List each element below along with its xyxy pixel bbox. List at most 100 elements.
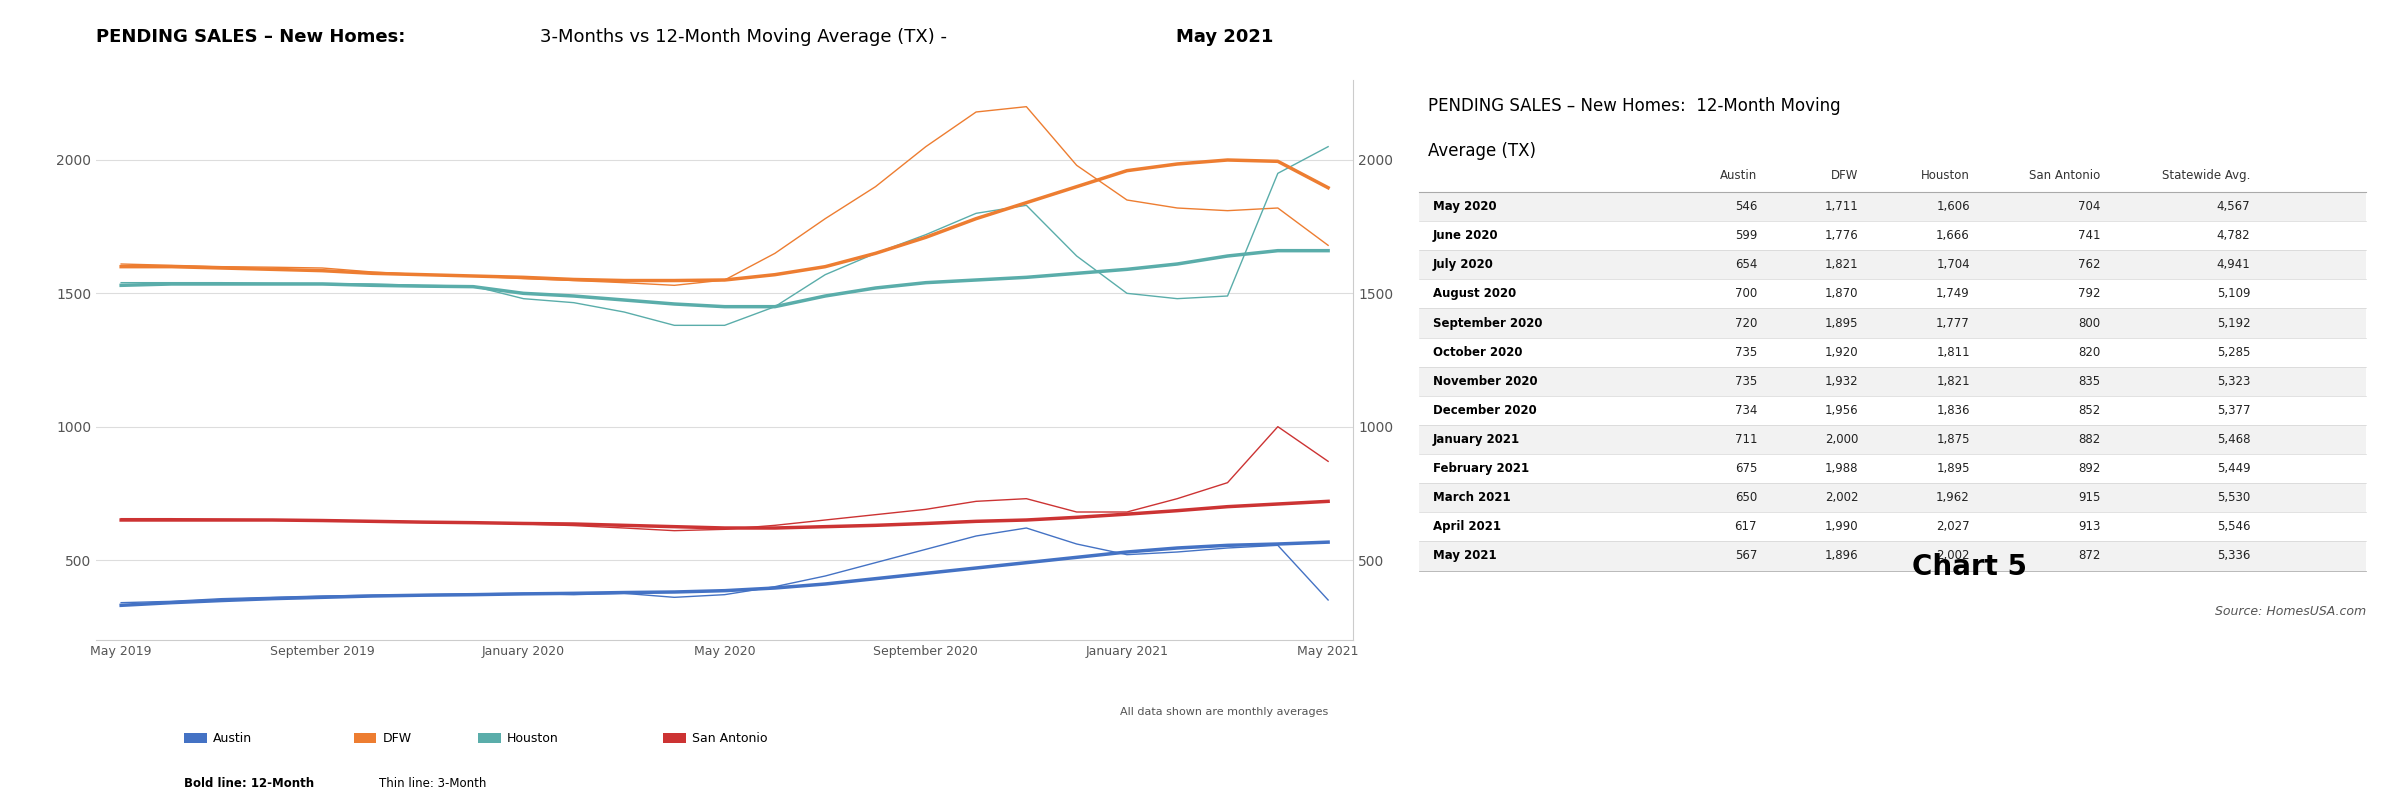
Text: 5,192: 5,192 (2218, 317, 2251, 330)
Text: 1,990: 1,990 (1824, 520, 1858, 534)
Text: 1,606: 1,606 (1937, 200, 1970, 213)
Text: 741: 741 (2078, 229, 2100, 242)
Text: 2,002: 2,002 (1937, 550, 1970, 562)
Bar (1418, 512, 2366, 542)
Text: 1,821: 1,821 (1824, 258, 1858, 271)
Text: 3-Months vs 12-Month Moving Average (TX) -: 3-Months vs 12-Month Moving Average (TX)… (540, 28, 953, 46)
Text: 762: 762 (2078, 258, 2100, 271)
Text: 1,895: 1,895 (1824, 317, 1858, 330)
Text: May 2020: May 2020 (1433, 200, 1498, 213)
Text: 5,336: 5,336 (2218, 550, 2251, 562)
Text: 546: 546 (1735, 200, 1757, 213)
Bar (1418, 483, 2366, 512)
Text: October 2020: October 2020 (1433, 346, 1522, 358)
Bar (1418, 250, 2366, 279)
Text: 650: 650 (1735, 491, 1757, 504)
Text: 1,956: 1,956 (1824, 404, 1858, 417)
Text: Houston: Houston (1920, 170, 1970, 182)
Text: 5,530: 5,530 (2218, 491, 2251, 504)
Text: Chart 5: Chart 5 (1913, 553, 2028, 581)
Text: Bold line: 12-Month: Bold line: 12-Month (185, 777, 314, 790)
Text: 2,002: 2,002 (1824, 491, 1858, 504)
Text: 4,941: 4,941 (2218, 258, 2251, 271)
Text: Source: HomesUSA.com: Source: HomesUSA.com (2215, 605, 2366, 618)
Text: 2,027: 2,027 (1937, 520, 1970, 534)
Text: 1,704: 1,704 (1937, 258, 1970, 271)
Text: 711: 711 (1735, 433, 1757, 446)
Text: PENDING SALES – New Homes:: PENDING SALES – New Homes: (96, 28, 413, 46)
Text: 1,821: 1,821 (1937, 374, 1970, 388)
Text: 1,836: 1,836 (1937, 404, 1970, 417)
Text: 599: 599 (1735, 229, 1757, 242)
Text: December 2020: December 2020 (1433, 404, 1536, 417)
Text: 617: 617 (1735, 520, 1757, 534)
Text: 720: 720 (1735, 317, 1757, 330)
Text: July 2020: July 2020 (1433, 258, 1493, 271)
Text: 5,285: 5,285 (2218, 346, 2251, 358)
Text: 852: 852 (2078, 404, 2100, 417)
Text: Austin: Austin (214, 731, 252, 745)
Bar (478, 733, 502, 743)
Text: 915: 915 (2078, 491, 2100, 504)
Text: 800: 800 (2078, 317, 2100, 330)
Text: September 2020: September 2020 (1433, 317, 1543, 330)
Text: 1,920: 1,920 (1824, 346, 1858, 358)
Bar (1418, 338, 2366, 366)
Text: 735: 735 (1735, 346, 1757, 358)
Text: March 2021: March 2021 (1433, 491, 1510, 504)
Text: Average (TX): Average (TX) (1428, 142, 1536, 159)
Text: November 2020: November 2020 (1433, 374, 1538, 388)
Text: Statewide Avg.: Statewide Avg. (2162, 170, 2251, 182)
Bar (662, 733, 686, 743)
Text: 882: 882 (2078, 433, 2100, 446)
Text: May 2021: May 2021 (1433, 550, 1498, 562)
Text: 654: 654 (1735, 258, 1757, 271)
Text: 1,777: 1,777 (1937, 317, 1970, 330)
Text: 5,546: 5,546 (2218, 520, 2251, 534)
Text: 1,666: 1,666 (1937, 229, 1970, 242)
Bar (1418, 279, 2366, 309)
Text: 1,962: 1,962 (1937, 491, 1970, 504)
Text: 1,811: 1,811 (1937, 346, 1970, 358)
Bar (1418, 366, 2366, 396)
Text: 4,782: 4,782 (2218, 229, 2251, 242)
Text: DFW: DFW (382, 731, 413, 745)
Text: June 2020: June 2020 (1433, 229, 1498, 242)
Text: April 2021: April 2021 (1433, 520, 1500, 534)
Text: 5,377: 5,377 (2218, 404, 2251, 417)
Text: 835: 835 (2078, 374, 2100, 388)
Text: All data shown are monthly averages: All data shown are monthly averages (1121, 707, 1327, 717)
Text: 1,870: 1,870 (1824, 287, 1858, 301)
Bar (1418, 425, 2366, 454)
Text: 1,776: 1,776 (1824, 229, 1858, 242)
Text: 5,109: 5,109 (2218, 287, 2251, 301)
Text: San Antonio: San Antonio (691, 731, 768, 745)
Text: 567: 567 (1735, 550, 1757, 562)
Text: Thin line: 3-Month: Thin line: 3-Month (379, 777, 487, 790)
Text: May 2021: May 2021 (1176, 28, 1274, 46)
Text: 5,468: 5,468 (2218, 433, 2251, 446)
Text: 704: 704 (2078, 200, 2100, 213)
Text: San Antonio: San Antonio (2028, 170, 2100, 182)
Text: January 2021: January 2021 (1433, 433, 1519, 446)
Bar (185, 733, 206, 743)
Bar (1418, 309, 2366, 338)
Text: 2,000: 2,000 (1826, 433, 1858, 446)
Bar (1418, 542, 2366, 570)
Text: 1,875: 1,875 (1937, 433, 1970, 446)
Text: 1,711: 1,711 (1824, 200, 1858, 213)
Text: 1,895: 1,895 (1937, 462, 1970, 475)
Text: 913: 913 (2078, 520, 2100, 534)
Bar (1418, 192, 2366, 221)
Text: 872: 872 (2078, 550, 2100, 562)
Text: 820: 820 (2078, 346, 2100, 358)
Text: Austin: Austin (1721, 170, 1757, 182)
Bar (353, 733, 377, 743)
Text: 700: 700 (1735, 287, 1757, 301)
Text: 1,896: 1,896 (1824, 550, 1858, 562)
Bar (1418, 396, 2366, 425)
Text: Houston: Houston (506, 731, 559, 745)
Text: PENDING SALES – New Homes:  12-Month Moving: PENDING SALES – New Homes: 12-Month Movi… (1428, 97, 1841, 114)
Bar (1418, 454, 2366, 483)
Text: DFW: DFW (1831, 170, 1858, 182)
